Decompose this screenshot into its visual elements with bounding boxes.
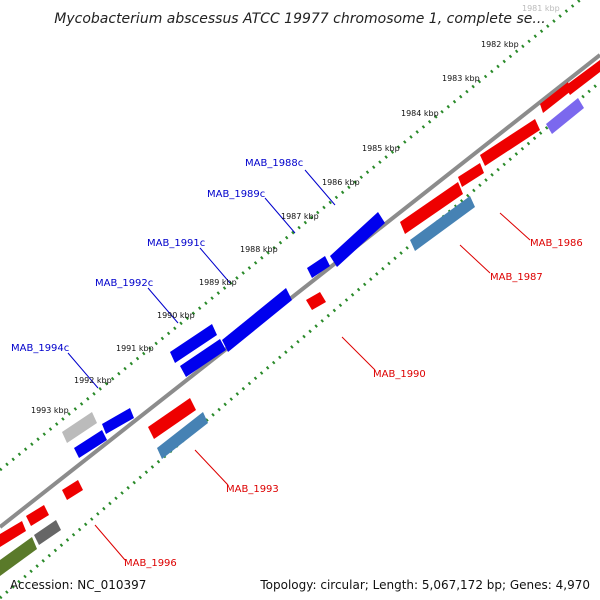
- label-leaders: [67, 169, 531, 561]
- gene-features: [0, 60, 600, 576]
- gene-arrow[interactable]: [546, 98, 584, 134]
- leader-line: [499, 212, 531, 241]
- gene-arrow[interactable]: [148, 398, 196, 439]
- gene-arrow[interactable]: [307, 256, 330, 278]
- gene-arrow[interactable]: [306, 292, 326, 310]
- gene-arrow[interactable]: [26, 505, 49, 526]
- gene-label[interactable]: MAB_1992c: [95, 278, 153, 289]
- gene-arrow[interactable]: [62, 412, 97, 443]
- tick-label: 1981 kbp: [522, 4, 560, 13]
- tick-label: 1982 kbp: [481, 40, 519, 49]
- gene-arrow[interactable]: [157, 412, 208, 459]
- tick-label: 1987 kbp: [281, 212, 319, 221]
- leader-line: [304, 169, 336, 206]
- kbp-tick-labels: 1981 kbp 1982 kbp 1983 kbp 1984 kbp 1985…: [31, 4, 560, 415]
- tick-label: 1990 kbp: [157, 311, 195, 320]
- gene-arrow[interactable]: [102, 408, 134, 434]
- gene-label[interactable]: MAB_1988c: [245, 158, 303, 169]
- outer-tick-track: [0, 0, 581, 472]
- gene-arrow[interactable]: [540, 82, 571, 113]
- tick-label: 1989 kbp: [199, 278, 237, 287]
- leader-line: [147, 287, 179, 324]
- chromosome-backbone: [0, 53, 600, 529]
- leader-line: [67, 352, 99, 389]
- tick-label: 1986 kbp: [322, 178, 360, 187]
- tick-label: 1985 kbp: [362, 144, 400, 153]
- gene-arrow[interactable]: [62, 480, 83, 500]
- leader-line: [341, 336, 376, 371]
- map-title: Mycobacterium abscessus ATCC 19977 chrom…: [54, 11, 545, 27]
- gene-arrow[interactable]: [480, 119, 540, 166]
- topology-summary: Topology: circular; Length: 5,067,172 bp…: [260, 578, 590, 592]
- gene-arrow[interactable]: [34, 520, 61, 545]
- gene-arrow[interactable]: [170, 324, 217, 363]
- leader-line: [459, 244, 491, 274]
- gene-arrow[interactable]: [410, 196, 475, 251]
- tick-label: 1993 kbp: [31, 406, 69, 415]
- gene-arrow[interactable]: [330, 212, 385, 267]
- gene-arrow[interactable]: [74, 430, 107, 458]
- gene-label[interactable]: MAB_1994c: [11, 343, 69, 354]
- gene-arrow[interactable]: [0, 521, 26, 547]
- leader-line: [94, 524, 126, 561]
- gene-label[interactable]: MAB_1986: [530, 238, 583, 249]
- leader-line: [194, 449, 229, 486]
- tick-label: 1988 kbp: [240, 245, 278, 254]
- tick-label: 1984 kbp: [401, 109, 439, 118]
- leader-line: [199, 247, 231, 284]
- gene-arrow[interactable]: [222, 288, 292, 352]
- gene-label[interactable]: MAB_1990: [373, 369, 426, 380]
- leader-line: [264, 197, 296, 234]
- tick-label: 1983 kbp: [442, 74, 480, 83]
- gene-arrow[interactable]: [0, 537, 37, 576]
- gene-arrow[interactable]: [565, 60, 600, 95]
- gene-arrow[interactable]: [180, 339, 226, 377]
- gene-arrow[interactable]: [400, 182, 463, 234]
- tick-label: 1992 kbp: [74, 376, 112, 385]
- gene-labels: MAB_1988c MAB_1989c MAB_1991c MAB_1992c …: [11, 158, 583, 569]
- gene-label[interactable]: MAB_1993: [226, 484, 279, 495]
- gene-label[interactable]: MAB_1987: [490, 272, 543, 283]
- tick-label: 1991 kbp: [116, 344, 154, 353]
- gene-label[interactable]: MAB_1989c: [207, 189, 265, 200]
- gene-label[interactable]: MAB_1996: [124, 558, 177, 569]
- gene-arrow[interactable]: [458, 163, 484, 187]
- accession-text: Accession: NC_010397: [10, 578, 147, 592]
- gene-label[interactable]: MAB_1991c: [147, 238, 205, 249]
